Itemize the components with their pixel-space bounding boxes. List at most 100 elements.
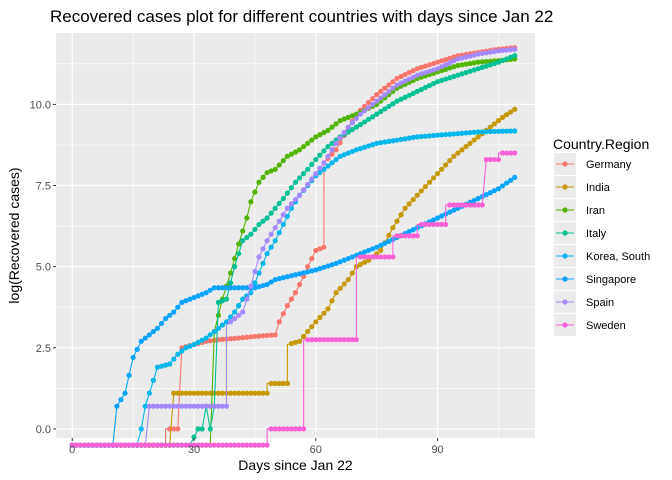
- data-point-singapore: [487, 190, 493, 196]
- data-point-sweden: [260, 442, 266, 448]
- data-point-india: [418, 188, 424, 194]
- data-point-singapore: [203, 290, 209, 296]
- data-point-sweden: [459, 202, 465, 208]
- data-point-singapore: [430, 217, 437, 223]
- data-point-italy: [508, 54, 514, 60]
- y-tick-label: 7.5: [36, 181, 51, 193]
- data-point-italy: [191, 434, 197, 440]
- data-point-india: [471, 137, 477, 143]
- data-point-italy: [309, 161, 315, 168]
- data-point-india: [390, 225, 396, 231]
- data-point-singapore: [434, 215, 441, 221]
- data-point-spain: [264, 238, 270, 244]
- data-point-spain: [150, 403, 157, 409]
- data-point-sweden: [386, 254, 392, 260]
- data-point-germany: [447, 55, 453, 61]
- data-point-iran: [232, 255, 238, 262]
- data-point-sweden: [402, 233, 408, 239]
- y-tick-label: 5.0: [36, 262, 51, 274]
- data-point-singapore: [240, 285, 246, 291]
- data-point-italy: [353, 124, 359, 130]
- data-point-spain: [434, 66, 441, 72]
- data-point-korea-south: [410, 134, 416, 141]
- data-point-sweden: [138, 442, 144, 448]
- data-point-korea-south: [183, 345, 189, 351]
- data-point-sweden: [81, 442, 88, 448]
- data-point-italy: [471, 67, 477, 73]
- data-point-iran: [345, 114, 351, 120]
- data-point-italy: [447, 75, 453, 81]
- data-point-spain: [341, 129, 347, 136]
- data-point-italy: [296, 175, 303, 181]
- data-point-spain: [244, 296, 250, 302]
- legend-item-sweden: Sweden: [554, 314, 626, 336]
- data-point-sweden: [434, 221, 441, 228]
- plot-panel: [56, 33, 535, 438]
- data-point-iran: [337, 118, 343, 124]
- data-point-singapore: [211, 285, 217, 291]
- data-point-korea-south: [455, 131, 461, 137]
- data-point-italy: [252, 226, 258, 232]
- data-point-korea-south: [503, 128, 510, 134]
- data-point-india: [410, 196, 416, 203]
- data-point-korea-south: [443, 131, 449, 138]
- data-point-sweden: [77, 442, 83, 448]
- data-point-germany: [256, 333, 262, 339]
- data-point-germany: [288, 296, 295, 302]
- data-point-korea-south: [252, 280, 258, 286]
- data-point-sweden: [292, 426, 299, 432]
- data-point-sweden: [114, 442, 120, 448]
- legend-label-india: India: [586, 182, 611, 194]
- data-point-sweden: [207, 442, 213, 448]
- data-point-india: [475, 134, 481, 140]
- data-point-sweden: [240, 442, 246, 448]
- data-point-korea-south: [150, 377, 157, 383]
- data-point-sweden: [333, 337, 339, 343]
- data-point-spain: [207, 403, 213, 409]
- data-point-germany: [426, 62, 433, 68]
- data-point-india: [175, 390, 181, 396]
- data-point-singapore: [451, 207, 457, 213]
- data-point-italy: [215, 299, 221, 305]
- data-point-sweden: [102, 442, 108, 448]
- data-point-india: [386, 232, 392, 238]
- data-point-sweden: [370, 254, 376, 260]
- data-point-spain: [171, 403, 177, 409]
- data-point-italy: [227, 280, 234, 286]
- data-point-singapore: [167, 312, 173, 318]
- data-point-singapore: [272, 277, 278, 283]
- data-point-spain: [305, 181, 311, 188]
- data-point-spain: [292, 196, 299, 203]
- data-point-singapore: [475, 195, 481, 202]
- data-point-spain: [252, 268, 258, 275]
- data-point-india: [301, 333, 307, 340]
- data-point-india: [272, 380, 278, 387]
- data-point-singapore: [223, 285, 230, 291]
- legend-key-point: [562, 253, 568, 259]
- data-point-spain: [232, 315, 238, 322]
- legend-label-iran: Iran: [586, 205, 605, 217]
- data-point-iran: [451, 64, 457, 70]
- data-point-italy: [325, 143, 331, 150]
- data-point-germany: [321, 244, 327, 250]
- data-point-india: [443, 162, 449, 168]
- data-point-india: [341, 281, 347, 287]
- data-point-germany: [410, 68, 416, 74]
- data-point-spain: [463, 54, 469, 60]
- data-point-germany: [406, 69, 412, 76]
- data-point-india: [422, 184, 428, 190]
- data-point-singapore: [313, 267, 319, 273]
- data-point-korea-south: [227, 314, 234, 320]
- data-point-sweden: [406, 233, 412, 239]
- data-point-sweden: [345, 337, 351, 343]
- data-point-italy: [503, 56, 510, 62]
- data-point-korea-south: [272, 238, 278, 244]
- data-point-sweden: [374, 254, 380, 260]
- data-point-korea-south: [463, 130, 469, 136]
- data-point-germany: [430, 60, 437, 67]
- data-point-germany: [280, 311, 286, 317]
- data-point-singapore: [503, 180, 510, 186]
- data-point-spain: [163, 403, 169, 409]
- data-point-italy: [280, 195, 286, 202]
- data-point-india: [402, 205, 408, 211]
